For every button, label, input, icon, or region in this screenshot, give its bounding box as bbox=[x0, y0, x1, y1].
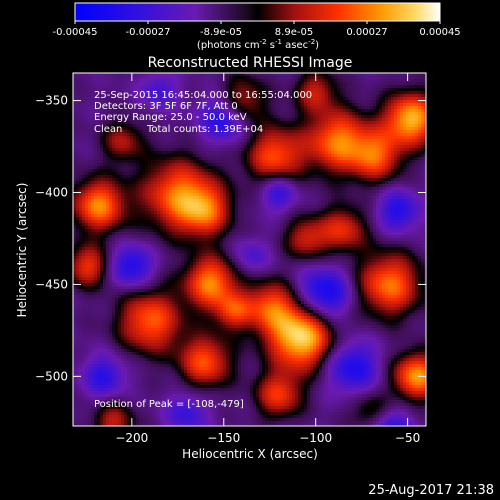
y-tick-label: −500 bbox=[35, 369, 68, 383]
x-tick-label: −150 bbox=[207, 431, 240, 445]
colorbar-tick-label: -0.00027 bbox=[126, 27, 171, 38]
heatmap-image bbox=[73, 73, 426, 426]
y-axis: −350 −400 −450 −500 bbox=[35, 94, 426, 383]
x-tick-label: −100 bbox=[299, 431, 332, 445]
colorbar-tick-label: -8.9e-05 bbox=[200, 27, 242, 38]
colorbar-tick-label: 0.00027 bbox=[346, 27, 387, 38]
info-energy: Energy Range: 25.0 - 50.0 keV bbox=[94, 112, 247, 123]
colorbar: -0.00045 -0.00027 -8.9e-05 8.9e-05 0.00027 0.… bbox=[53, 2, 461, 51]
peak-position-label: Position of Peak = [-108,-479] bbox=[94, 399, 244, 410]
colorbar-ticks: -0.00045 -0.00027 -8.9e-05 8.9e-05 0.00027 0.… bbox=[53, 21, 461, 38]
plot-frame bbox=[72, 72, 427, 427]
y-tick-label: −450 bbox=[35, 277, 68, 291]
colorbar-gradient bbox=[74, 2, 441, 22]
info-counts: Total counts: 1.39E+04 bbox=[146, 124, 263, 135]
y-axis-label: Heliocentric Y (arcsec) bbox=[15, 183, 29, 318]
x-tick-label: −50 bbox=[395, 431, 420, 445]
y-tick-label: −400 bbox=[35, 186, 68, 200]
y-tick-label: −350 bbox=[35, 94, 68, 108]
x-axis: −200 −150 −100 −50 bbox=[115, 73, 420, 445]
footer-timestamp: 25-Aug-2017 21:38 bbox=[368, 483, 494, 498]
colorbar-tick-label: -0.00045 bbox=[53, 27, 98, 38]
info-block: 25-Sep-2015 16:45:04.000 to 16:55:04.000… bbox=[94, 90, 312, 135]
chart-title: Reconstructed RHESSI Image bbox=[148, 55, 353, 71]
x-tick-label: −200 bbox=[115, 431, 148, 445]
colorbar-tick-label: 8.9e-05 bbox=[275, 27, 313, 38]
colorbar-units: (photons cm-2 s-1 asec-2) bbox=[197, 38, 319, 51]
x-axis-label: Heliocentric X (arcsec) bbox=[182, 447, 318, 461]
info-algorithm: Clean bbox=[94, 124, 122, 135]
info-time-range: 25-Sep-2015 16:45:04.000 to 16:55:04.000 bbox=[94, 90, 312, 101]
colorbar-tick-label: 0.00045 bbox=[419, 27, 460, 38]
info-detectors: Detectors: 3F 5F 6F 7F, Att 0 bbox=[94, 101, 238, 112]
